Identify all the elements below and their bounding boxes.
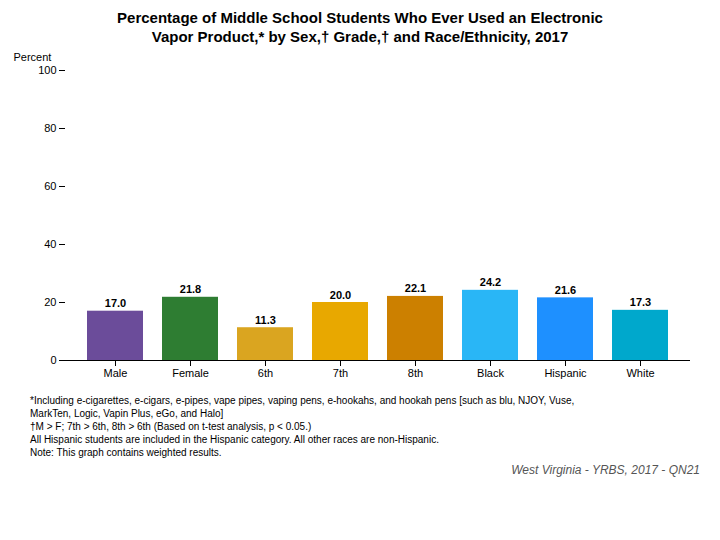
svg-text:11.3: 11.3 [255, 314, 276, 326]
svg-text:6th: 6th [258, 367, 273, 379]
svg-text:20.0: 20.0 [330, 289, 351, 301]
html-text:†M > F; 7th > 6th, 8th > 6th (: †M > F; 7th > 6th, 8th > 6th (Based on t… [30, 421, 312, 432]
html-text:*Including e-cigarettes, e-cig: *Including e-cigarettes, e-cigars, e-pip… [30, 395, 575, 406]
svg-text:21.8: 21.8 [180, 283, 201, 295]
svg-text:Black: Black [477, 367, 504, 379]
html-text:Note: This graph contains weig: Note: This graph contains weighted resul… [30, 447, 222, 458]
svg-text:80: 80 [44, 122, 56, 134]
html-text:Vapor Product,* by Sex,† Grade: Vapor Product,* by Sex,† Grade,† and Rac… [151, 28, 569, 45]
svg-text:17.0: 17.0 [105, 297, 126, 309]
svg-text:Female: Female [172, 367, 209, 379]
svg-text:21.6: 21.6 [555, 284, 576, 296]
svg-text:40: 40 [44, 238, 56, 250]
svg-text:24.2: 24.2 [480, 276, 501, 288]
svg-text:Male: Male [104, 367, 128, 379]
svg-text:8th: 8th [408, 367, 423, 379]
svg-text:0: 0 [50, 354, 56, 366]
html-text:Percentage of Middle School St: Percentage of Middle School Students Who… [117, 9, 603, 26]
svg-text:7th: 7th [333, 367, 348, 379]
svg-text:60: 60 [44, 180, 56, 192]
svg-text:Hispanic: Hispanic [544, 367, 587, 379]
html-text:All Hispanic students are incl: All Hispanic students are included in th… [30, 434, 439, 445]
svg-text:22.1: 22.1 [405, 282, 426, 294]
html-text:West Virginia - YRBS, 2017 - Q: West Virginia - YRBS, 2017 - QN21 [511, 463, 700, 477]
svg-text:20: 20 [44, 296, 56, 308]
svg-text:White: White [626, 367, 654, 379]
svg-text:Percent: Percent [14, 51, 52, 63]
svg-text:17.3: 17.3 [630, 296, 651, 308]
svg-text:100: 100 [38, 64, 56, 76]
html-text:MarkTen, Logic, Vapin Plus, eG: MarkTen, Logic, Vapin Plus, eGo, and Hal… [30, 408, 224, 419]
